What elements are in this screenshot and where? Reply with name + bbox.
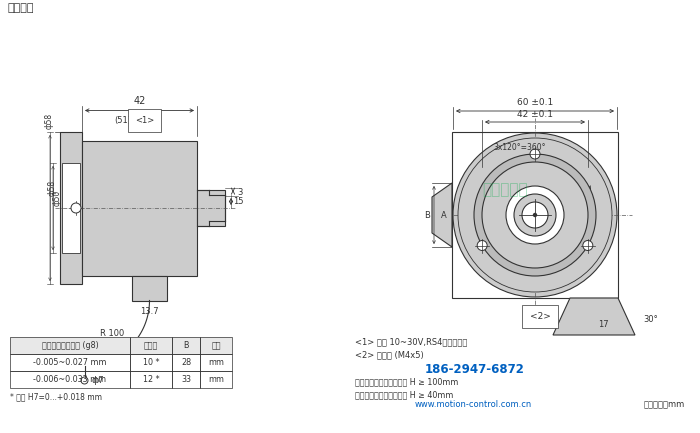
Text: 30°: 30° (643, 316, 658, 324)
Bar (132, 275, 167, 301)
Bar (60, 132, 82, 284)
Text: 33: 33 (181, 375, 191, 384)
Text: 同步法兰: 同步法兰 (8, 3, 34, 13)
Text: -0.006~0.033 mm: -0.006~0.033 mm (34, 375, 106, 384)
Circle shape (533, 213, 536, 216)
Text: B: B (183, 341, 189, 350)
Text: 12 *: 12 * (143, 375, 160, 384)
Text: 尺寸单位：mm: 尺寸单位：mm (644, 400, 685, 409)
Text: <1>: <1> (135, 116, 154, 125)
Text: 安装轴的尺寸要求 (g8): 安装轴的尺寸要求 (g8) (41, 341, 99, 350)
Text: mm: mm (208, 358, 224, 367)
Text: 13.7: 13.7 (140, 307, 159, 316)
Text: -0.005~0.027 mm: -0.005~0.027 mm (34, 358, 106, 367)
Text: * 公差 H7=0...+0.018 mm: * 公差 H7=0...+0.018 mm (10, 392, 102, 401)
Bar (172, 354, 200, 371)
Text: 186-2947-6872: 186-2947-6872 (425, 363, 525, 376)
Bar (172, 371, 200, 388)
Text: mm: mm (208, 375, 224, 384)
Circle shape (506, 186, 564, 244)
Text: 17: 17 (598, 320, 608, 329)
Text: 西安德伍拓: 西安德伍拓 (482, 182, 528, 197)
Circle shape (474, 154, 596, 276)
Text: <2>: <2> (530, 312, 550, 321)
Text: 28: 28 (181, 358, 191, 367)
Bar (200, 337, 232, 354)
Text: ф50: ф50 (52, 190, 62, 206)
Text: ф58: ф58 (48, 180, 57, 196)
Bar (452, 132, 618, 298)
Bar (200, 371, 232, 388)
Text: 单位: 单位 (211, 341, 220, 350)
Bar (130, 337, 172, 354)
Bar (10, 371, 232, 388)
Bar (10, 337, 130, 354)
Circle shape (477, 240, 487, 251)
Bar (130, 371, 172, 388)
Bar (200, 354, 232, 371)
Bar (130, 354, 172, 371)
Circle shape (530, 149, 540, 159)
Circle shape (482, 162, 588, 268)
Text: ф7: ф7 (92, 376, 104, 385)
Text: <1> 直流 10~30V,RS4支架的数值: <1> 直流 10~30V,RS4支架的数值 (355, 337, 468, 346)
Text: B: B (424, 210, 430, 220)
Text: ф58: ф58 (45, 113, 54, 129)
Polygon shape (553, 298, 635, 335)
Bar (10, 354, 232, 371)
Text: 弹性安装，电缆弯曲半径 H ≥ 100mm: 弹性安装，电缆弯曲半径 H ≥ 100mm (355, 377, 458, 386)
Circle shape (514, 194, 556, 236)
Text: 15: 15 (233, 197, 244, 207)
Text: 42: 42 (133, 96, 146, 106)
Text: <2> 安装孔 (M4x5): <2> 安装孔 (M4x5) (355, 350, 423, 359)
Bar (10, 337, 232, 354)
Circle shape (81, 377, 88, 384)
Text: R 100: R 100 (99, 329, 124, 337)
Bar (10, 371, 130, 388)
Text: A: A (441, 210, 447, 220)
Circle shape (458, 138, 612, 292)
Text: (51): (51) (115, 116, 132, 125)
Circle shape (453, 133, 617, 297)
Bar (10, 354, 130, 371)
Bar (82, 140, 197, 275)
Text: 3x120°=360°: 3x120°=360° (494, 143, 546, 152)
Text: 42 ±0.1: 42 ±0.1 (517, 110, 553, 119)
Text: www.motion-control.com.cn: www.motion-control.com.cn (415, 400, 532, 409)
Bar (172, 337, 200, 354)
Circle shape (71, 203, 81, 213)
Circle shape (583, 240, 593, 251)
Circle shape (522, 202, 548, 228)
Text: 60 ±0.1: 60 ±0.1 (517, 98, 553, 107)
Text: 3: 3 (237, 188, 242, 197)
Text: 固定安装，电缆弯曲半径 H ≥ 40mm: 固定安装，电缆弯曲半径 H ≥ 40mm (355, 390, 454, 399)
Polygon shape (432, 183, 452, 247)
Bar (197, 190, 225, 226)
Bar (62, 163, 80, 253)
Text: 10 *: 10 * (143, 358, 160, 367)
Text: 空心轴: 空心轴 (144, 341, 158, 350)
